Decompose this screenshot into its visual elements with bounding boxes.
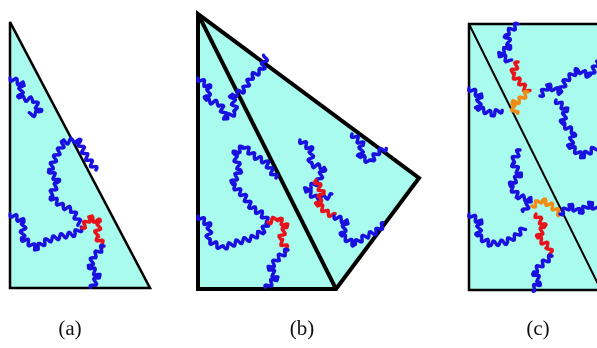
panel-a	[8, 21, 153, 290]
panel-c-curve-main-10	[531, 253, 554, 293]
panel-c-curve-main-11	[467, 212, 528, 248]
panel-c-curve-orange-8	[530, 197, 561, 218]
caption-c: (c)	[526, 316, 550, 340]
panel-c-curve-red-9	[533, 212, 554, 259]
panel-a-curve-main-2	[46, 136, 99, 227]
panel-b-curves	[195, 53, 388, 289]
panel-c-curve-main-6	[553, 98, 597, 160]
panel-c-curves	[467, 21, 597, 293]
panel-b-curve-red-7	[313, 178, 337, 219]
panel-b-curve-main-2	[229, 144, 279, 226]
panel-b	[195, 10, 422, 291]
caption-a: (a)	[58, 316, 82, 340]
panel-c-curve-main-7	[507, 148, 533, 214]
panel-a-curve-main-5	[86, 243, 106, 289]
panel-b-curve-red-4	[266, 215, 290, 254]
panel-a-curve-red-4	[80, 214, 105, 249]
panel-c-curve-orange-3	[510, 89, 530, 116]
panel-c-curve-main-12	[558, 200, 597, 217]
panel-b-curve-main-9	[349, 132, 388, 165]
panel-a-curves	[8, 76, 106, 289]
panel-c-curve-main-1	[497, 21, 520, 64]
panel-c-curve-main-4	[467, 86, 504, 118]
caption-b: (b)	[289, 316, 315, 340]
panel-a-triangle	[8, 21, 153, 290]
panel-c	[467, 21, 597, 293]
panel-a-curve-main-3	[8, 212, 84, 252]
panel-c-diagonal	[468, 23, 597, 285]
panel-b-diagonal	[196, 13, 338, 290]
panel-a-curve-main-1	[8, 76, 44, 119]
panel-c-curve-main-5	[538, 59, 597, 99]
panel-b-curve-main-1	[195, 53, 269, 121]
panel-b-curve-main-5	[263, 247, 290, 289]
panel-c-curve-red-2	[509, 60, 532, 93]
panel-b-curve-main-8	[332, 214, 385, 248]
panel-b-curve-main-3	[195, 214, 271, 251]
